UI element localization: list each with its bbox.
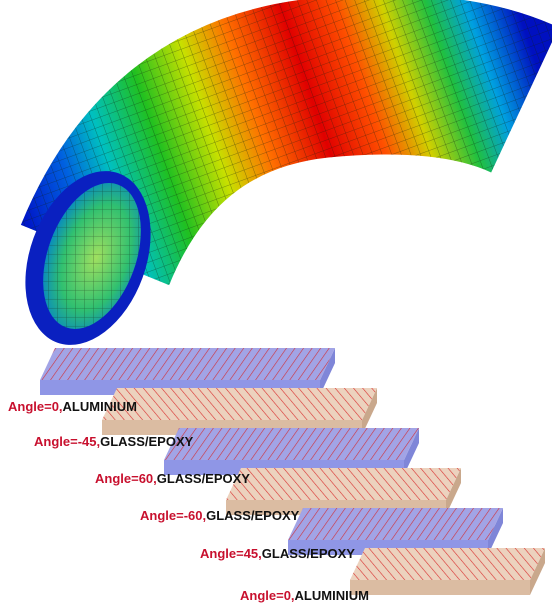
layer-front: [350, 580, 530, 595]
tube-model: [20, 0, 552, 345]
layer-top: [226, 468, 461, 500]
layer-angle: Angle=60,: [95, 471, 157, 486]
layer-labels: Angle=0,ALUMINIUMAngle=-45,GLASS/EPOXYAn…: [8, 399, 369, 603]
layer-material: ALUMINIUM: [295, 588, 369, 603]
layer-side: [446, 468, 461, 515]
layer-angle: Angle=-60,: [140, 508, 206, 523]
layer-top: [40, 348, 335, 380]
layer-label: Angle=60,GLASS/EPOXY: [95, 471, 250, 486]
layer-angle: Angle=45,: [200, 546, 262, 561]
layer-side: [404, 428, 419, 475]
layer-top: [102, 388, 377, 420]
layer-label: Angle=0,ALUMINIUM: [8, 399, 137, 414]
layer-angle: Angle=0,: [8, 399, 63, 414]
layer-side: [488, 508, 503, 555]
layer-material: ALUMINIUM: [63, 399, 137, 414]
layer-label: Angle=-45,GLASS/EPOXY: [34, 434, 194, 449]
layer-top: [350, 548, 545, 580]
layer-label: Angle=45,GLASS/EPOXY: [200, 546, 355, 561]
layer-material: GLASS/EPOXY: [206, 508, 300, 523]
layer-angle: Angle=-45,: [34, 434, 100, 449]
layer-side: [320, 348, 335, 395]
layer-material: GLASS/EPOXY: [100, 434, 194, 449]
layer-material: GLASS/EPOXY: [157, 471, 251, 486]
layer-label: Angle=-60,GLASS/EPOXY: [140, 508, 300, 523]
laminate-stack: [40, 348, 545, 595]
layer-top: [164, 428, 419, 460]
layer-side: [362, 388, 377, 435]
layer-side: [530, 548, 545, 595]
layer-angle: Angle=0,: [240, 588, 295, 603]
layer-material: GLASS/EPOXY: [262, 546, 356, 561]
layer-top: [288, 508, 503, 540]
layer-label: Angle=0,ALUMINIUM: [240, 588, 369, 603]
